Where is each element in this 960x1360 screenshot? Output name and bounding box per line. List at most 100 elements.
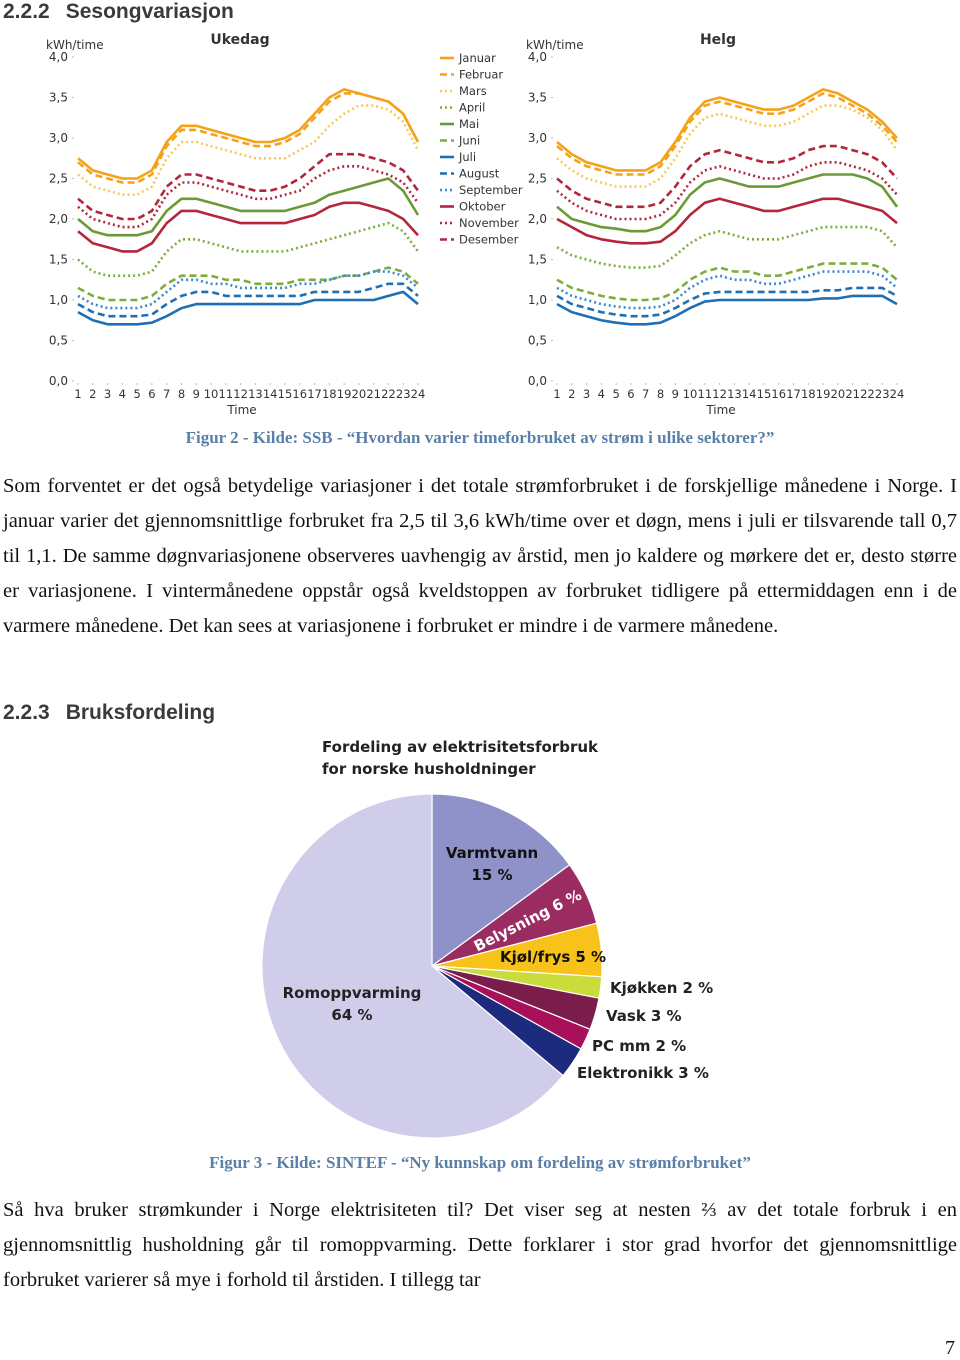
pie-label-value: 2 %	[682, 979, 713, 997]
x-tick-label: 10	[683, 387, 698, 401]
legend-label: Juli	[458, 150, 476, 164]
figure-caption: Figur 2 - Kilde: SSB - “Hvordan varier t…	[185, 428, 775, 447]
legend-label: Oktober	[459, 200, 506, 214]
y-tick-label: 1,0	[528, 293, 547, 307]
legend-label: April	[459, 101, 485, 115]
x-tick-label: 6	[627, 387, 634, 401]
series-line	[77, 88, 420, 180]
pie-label-name: PC mm	[592, 1037, 650, 1055]
x-tick-label: 19	[337, 387, 352, 401]
series-line	[77, 177, 420, 237]
pie-slice	[261, 793, 564, 1139]
section-heading: 2.2.2 Sesongvariasjon	[3, 0, 234, 24]
x-tick-label: 13	[248, 387, 263, 401]
y-tick-label: 0,5	[528, 334, 547, 348]
series-line	[556, 286, 898, 318]
legend-label: Mars	[459, 84, 487, 98]
x-tick-label: 23	[396, 387, 411, 401]
pie-label: Vask 3 %	[606, 1007, 682, 1025]
x-tick-label: 22	[381, 387, 396, 401]
series-line	[556, 88, 898, 172]
x-tick-label: 1	[553, 387, 560, 401]
series-line	[556, 161, 898, 221]
x-tick-label: 12	[712, 387, 727, 401]
legend-label: Februar	[459, 68, 503, 82]
y-tick-label: 0,0	[49, 374, 68, 388]
y-axis-label: kWh/time	[46, 38, 104, 52]
figures: Ukedag kWh/time Time 0,0 0,5 1,0 1,5 2,0 2,5 3,0 3…	[46, 32, 904, 1139]
x-tick-label: 14	[263, 387, 278, 401]
x-tick-label: 21	[845, 387, 860, 401]
pie-label: Romoppvarming 64 %	[283, 984, 422, 1024]
series-line	[556, 262, 898, 302]
pie-label-name: Elektronikk	[577, 1064, 674, 1082]
y-tick-label: 0,0	[528, 374, 547, 388]
pie-label-name: Kjøkken	[610, 979, 677, 997]
x-tick-label: 18	[801, 387, 816, 401]
legend-label: Mai	[459, 117, 479, 131]
x-tick-label: 15	[757, 387, 772, 401]
legend-label: Januar	[458, 51, 496, 65]
x-tick-label: 16	[771, 387, 786, 401]
x-tick-label: 4	[598, 387, 605, 401]
section-title: Sesongvariasjon	[65, 0, 234, 23]
x-tick-label: 4	[119, 387, 126, 401]
pie-label-value: 3 %	[678, 1064, 709, 1082]
series-line	[556, 92, 898, 176]
x-tick-label: 8	[178, 387, 185, 401]
x-tick-label: 7	[163, 387, 170, 401]
pie-label-name: Varmtvann	[446, 844, 538, 862]
x-tick-label: 23	[875, 387, 890, 401]
series-line	[77, 266, 419, 302]
legend-label: November	[459, 216, 519, 230]
y-tick-label: 2,0	[49, 212, 68, 226]
y-tick-label: 3,0	[49, 131, 68, 145]
y-tick-label: 2,5	[49, 172, 68, 186]
chart-title: Helg	[700, 32, 736, 48]
paragraph: Så hva bruker strømkunder i Norge elektr…	[3, 1199, 957, 1291]
x-tick-label: 10	[204, 387, 219, 401]
legend-label: Juni	[458, 134, 480, 148]
x-tick-label: 20	[831, 387, 846, 401]
y-tick-label: 1,5	[49, 253, 68, 267]
pie-label: Varmtvann 15 %	[446, 844, 538, 884]
y-tick-label: 2,0	[528, 212, 547, 226]
x-axis-label: Time	[226, 403, 256, 417]
series-line	[77, 282, 419, 318]
series-line	[77, 201, 419, 253]
section-heading: 2.2.3 Bruksfordeling	[3, 701, 215, 725]
figure-caption: Figur 3 - Kilde: SINTEF - “Ny kunnskap o…	[209, 1153, 751, 1172]
chart-title: Ukedag	[210, 32, 269, 48]
x-tick-label: 17	[786, 387, 801, 401]
series-line	[556, 173, 899, 233]
y-tick-label: 2,5	[528, 172, 547, 186]
y-tick-label: 1,5	[528, 253, 547, 267]
pie-label: PC mm 2 %	[592, 1037, 686, 1055]
y-tick-label: 4,0	[49, 50, 68, 64]
series-line	[556, 197, 898, 245]
chart-title: Fordeling av elektrisitetsforbruk	[322, 738, 599, 756]
pie-label: Kjøl/frys 5 %	[500, 948, 606, 966]
section-title: Bruksfordeling	[65, 701, 216, 724]
y-tick-label: 3,5	[49, 91, 68, 105]
x-tick-label: 12	[233, 387, 248, 401]
x-tick-label: 3	[583, 387, 590, 401]
pie-label-name: Kjøl/frys	[500, 948, 570, 966]
series-line	[556, 294, 898, 326]
x-tick-label: 6	[148, 387, 155, 401]
x-tick-label: 2	[568, 387, 575, 401]
series-line	[556, 144, 898, 209]
x-tick-label: 16	[292, 387, 307, 401]
y-axis-label: kWh/time	[526, 38, 584, 52]
section-number: 2.2.2	[3, 0, 50, 23]
pie-label: Kjøkken 2 %	[610, 979, 713, 997]
x-tick-label: 18	[322, 387, 337, 401]
paragraph: Som forventet er det også betydelige var…	[3, 475, 957, 637]
y-tick-label: 4,0	[528, 50, 547, 64]
x-tick-label: 11	[219, 387, 234, 401]
chart-subtitle: for norske husholdninger	[322, 760, 536, 778]
series-line	[556, 225, 898, 269]
x-tick-label: 9	[672, 387, 679, 401]
pie-label-value: 5 %	[575, 948, 606, 966]
x-tick-label: 7	[642, 387, 649, 401]
